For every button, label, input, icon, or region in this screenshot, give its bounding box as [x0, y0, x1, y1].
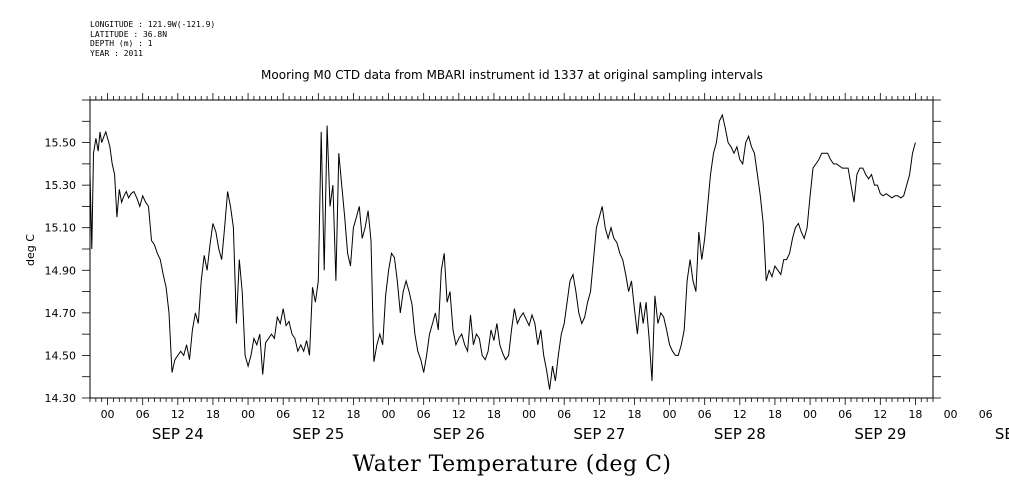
x-day-label: SEP 24: [152, 425, 204, 443]
plot-border: [89, 99, 934, 399]
temperature-line: [89, 113, 916, 390]
data-series: [89, 113, 916, 390]
chart-title: Mooring M0 CTD data from MBARI instrumen…: [261, 68, 763, 82]
x-hour-tick-label: 00: [241, 408, 255, 421]
x-axis-title: Water Temperature (deg C): [352, 452, 672, 477]
x-day-label: SEP 25: [292, 425, 344, 443]
x-hour-tick-label: 00: [522, 408, 536, 421]
x-axis: 00 06 12 18 00 06 12 18 00 06 12 18 00 06 12 18 00 06 12 18…: [101, 408, 1009, 443]
x-hour-tick-label: 00: [944, 408, 958, 421]
longitude-label: LONGITUDE : 121.9W(-121.9): [90, 20, 216, 29]
x-hour-tick-label: 12: [592, 408, 606, 421]
y-tick-label: 15.50: [45, 137, 77, 150]
x-hour-tick-label: 18: [487, 408, 501, 421]
year-label: YEAR : 2011: [90, 48, 143, 58]
y-tick-label: 14.30: [45, 392, 77, 405]
x-hour-tick-label: 12: [873, 408, 887, 421]
x-hour-tick-label: 06: [979, 408, 993, 421]
y-axis-label: deg C: [24, 234, 37, 266]
plot-frame: [89, 93, 934, 405]
x-hour-tick-label: 12: [311, 408, 325, 421]
x-hour-tick-label: 06: [276, 408, 290, 421]
x-hour-tick-label: 12: [733, 408, 747, 421]
x-hour-tick-label: 00: [803, 408, 817, 421]
x-day-label: SEP 27: [573, 425, 625, 443]
x-day-label: SEP 30: [995, 425, 1009, 443]
x-hour-tick-label: 06: [698, 408, 712, 421]
x-hour-tick-label: 18: [908, 408, 922, 421]
x-hour-tick-label: 18: [627, 408, 641, 421]
y-axis: 14.30 14.50 14.70 14.90 15.10 15.30 15.50: [45, 99, 941, 405]
x-day-label: SEP 28: [714, 425, 766, 443]
x-hour-tick-label: 00: [101, 408, 115, 421]
x-hour-tick-label: 00: [663, 408, 677, 421]
x-hour-tick-label: 18: [206, 408, 220, 421]
x-hour-tick-label: 00: [382, 408, 396, 421]
y-tick-label: 15.30: [45, 179, 77, 192]
y-tick-label: 14.90: [45, 264, 77, 277]
x-hour-tick-label: 18: [768, 408, 782, 421]
y-tick-label: 14.50: [45, 349, 77, 362]
y-tick-label: 15.10: [45, 222, 77, 235]
x-hour-tick-label: 06: [838, 408, 852, 421]
x-hour-tick-label: 06: [417, 408, 431, 421]
x-day-label: SEP 29: [854, 425, 906, 443]
metadata-block: LONGITUDE : 121.9W(-121.9) LATITUDE : 36…: [90, 20, 215, 58]
x-hour-tick-label: 12: [452, 408, 466, 421]
latitude-label: LATITUDE : 36.8N: [90, 29, 168, 39]
x-hour-tick-label: 12: [171, 408, 185, 421]
depth-label: DEPTH (m) : 1: [90, 39, 153, 48]
x-hour-tick-label: 06: [557, 408, 571, 421]
x-hour-tick-label: 06: [136, 408, 150, 421]
x-hour-tick-label: 18: [346, 408, 360, 421]
y-tick-label: 14.70: [45, 307, 77, 320]
x-day-label: SEP 26: [433, 425, 485, 443]
